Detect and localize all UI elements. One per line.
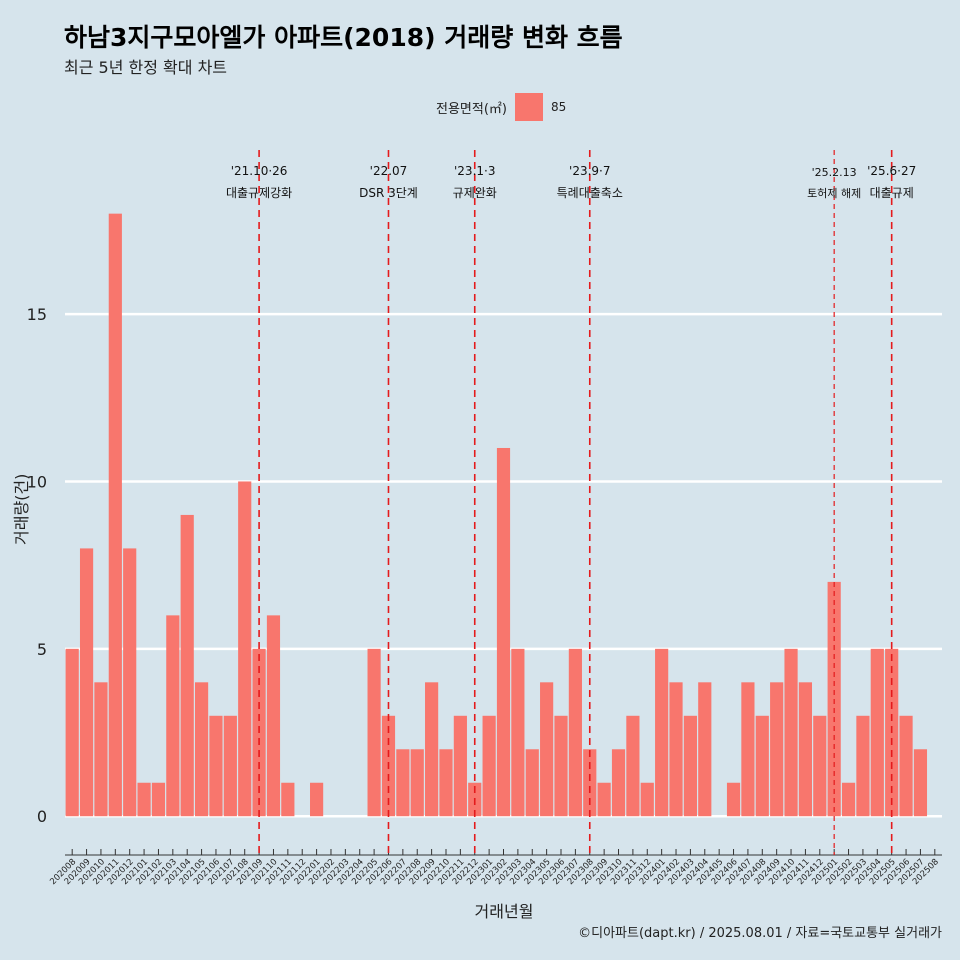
event-name-label: 대출규제 bbox=[870, 186, 914, 200]
bar bbox=[597, 782, 611, 817]
event-name-label: 규제완화 bbox=[453, 186, 497, 200]
bar bbox=[813, 715, 827, 817]
bar bbox=[540, 682, 554, 817]
bar bbox=[511, 648, 525, 817]
bar bbox=[899, 715, 913, 817]
bar bbox=[94, 682, 108, 817]
legend-value: 85 bbox=[550, 100, 567, 114]
bar bbox=[655, 648, 669, 817]
bar bbox=[410, 749, 424, 817]
event-date-label: '25.2.13 bbox=[812, 166, 857, 179]
legend-title: 전용면적(㎡) bbox=[436, 101, 507, 117]
bar bbox=[770, 682, 784, 817]
bar bbox=[856, 715, 870, 817]
bar bbox=[726, 782, 741, 817]
bar bbox=[425, 682, 439, 817]
bar bbox=[439, 749, 453, 817]
source-caption: ©디아파트(dapt.kr) / 2025.08.01 / 자료=국토교통부 실… bbox=[578, 926, 942, 941]
event-name-label: DSR 3단계 bbox=[359, 186, 418, 200]
bar bbox=[554, 715, 568, 817]
y-tick-label: 5 bbox=[37, 640, 47, 659]
bar bbox=[841, 782, 856, 817]
y-axis-label: 거래량(건) bbox=[12, 473, 31, 545]
bar bbox=[209, 715, 223, 817]
event-date-label: '25.6·27 bbox=[867, 164, 916, 178]
bar bbox=[180, 514, 194, 817]
event-name-label: 토허제 해제 bbox=[807, 186, 861, 200]
event-date-label: '23.9·7 bbox=[569, 164, 610, 178]
bar bbox=[525, 749, 539, 817]
bar bbox=[223, 715, 237, 817]
bar bbox=[626, 715, 640, 817]
bar bbox=[583, 749, 597, 817]
y-tick-label: 0 bbox=[37, 807, 47, 826]
event-date-label: '22.07 bbox=[370, 164, 408, 178]
legend-swatch bbox=[514, 93, 543, 121]
bar bbox=[281, 782, 295, 817]
bar bbox=[238, 481, 252, 817]
bar bbox=[482, 715, 496, 817]
chart-title: 하남3지구모아엘가 아파트(2018) 거래량 변화 흐름 bbox=[64, 23, 623, 52]
bar bbox=[137, 782, 151, 817]
bar bbox=[568, 648, 582, 817]
bar bbox=[65, 648, 79, 817]
chart-subtitle: 최근 5년 한정 확대 차트 bbox=[64, 58, 228, 77]
bar bbox=[123, 548, 137, 817]
bar bbox=[310, 782, 324, 817]
bar bbox=[496, 447, 511, 817]
bar bbox=[913, 749, 928, 817]
bar bbox=[194, 682, 209, 817]
bar bbox=[741, 682, 755, 817]
x-axis-label: 거래년월 bbox=[474, 902, 534, 921]
bar bbox=[870, 648, 884, 817]
event-name-label: 특례대출축소 bbox=[557, 186, 623, 200]
y-tick-label: 10 bbox=[27, 472, 47, 491]
bar bbox=[151, 782, 166, 817]
bar bbox=[669, 682, 683, 817]
y-tick-label: 15 bbox=[27, 305, 47, 324]
bar bbox=[784, 648, 798, 817]
bar bbox=[798, 682, 813, 817]
bar bbox=[755, 715, 769, 817]
event-date-label: '23.1·3 bbox=[454, 164, 495, 178]
event-date-label: '21.10·26 bbox=[231, 164, 288, 178]
bar bbox=[108, 213, 122, 817]
bar bbox=[396, 749, 410, 817]
bar bbox=[640, 782, 654, 817]
bar bbox=[166, 615, 180, 817]
bar bbox=[266, 615, 281, 817]
bar bbox=[683, 715, 697, 817]
bar bbox=[698, 682, 712, 817]
bar bbox=[79, 548, 94, 817]
bar bbox=[611, 749, 626, 817]
legend: 전용면적(㎡) 85 bbox=[436, 93, 566, 121]
event-name-label: 대출규제강화 bbox=[226, 186, 292, 200]
bar bbox=[367, 648, 381, 817]
bar bbox=[453, 715, 467, 817]
